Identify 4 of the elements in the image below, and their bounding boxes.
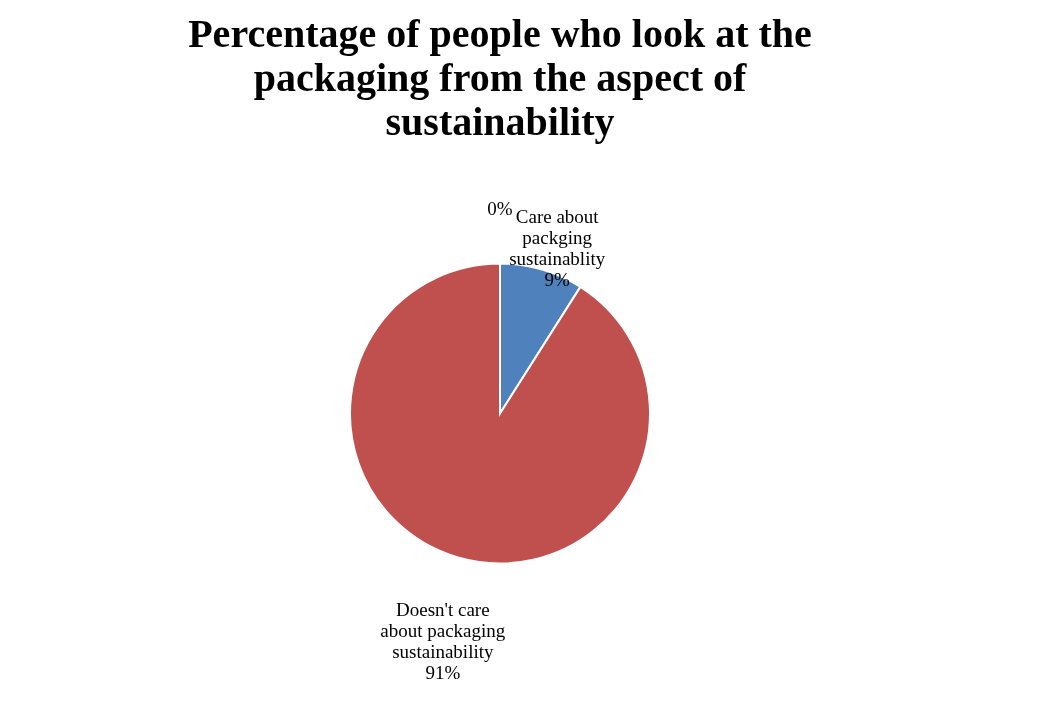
chart-title: Percentage of people who look at the packaging from the aspect of sustainability [188, 11, 812, 144]
slice-label: Doesn't care about packaging sustainability [380, 599, 506, 663]
data-label: 9% [544, 268, 571, 290]
data-label: 91% [425, 662, 461, 684]
